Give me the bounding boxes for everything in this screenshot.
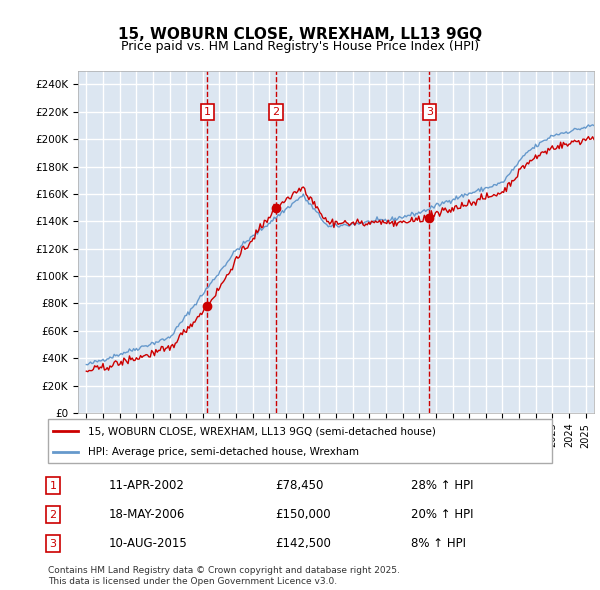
Text: HPI: Average price, semi-detached house, Wrexham: HPI: Average price, semi-detached house,… <box>88 447 359 457</box>
Text: 18-MAY-2006: 18-MAY-2006 <box>109 508 185 521</box>
Text: 1: 1 <box>50 481 56 491</box>
Text: £142,500: £142,500 <box>275 537 331 550</box>
Text: 10-AUG-2015: 10-AUG-2015 <box>109 537 187 550</box>
Text: 11-APR-2002: 11-APR-2002 <box>109 479 184 492</box>
Text: Price paid vs. HM Land Registry's House Price Index (HPI): Price paid vs. HM Land Registry's House … <box>121 40 479 53</box>
Text: 1: 1 <box>204 107 211 117</box>
Text: 15, WOBURN CLOSE, WREXHAM, LL13 9GQ: 15, WOBURN CLOSE, WREXHAM, LL13 9GQ <box>118 27 482 41</box>
Text: 15, WOBURN CLOSE, WREXHAM, LL13 9GQ (semi-detached house): 15, WOBURN CLOSE, WREXHAM, LL13 9GQ (sem… <box>88 427 436 436</box>
Text: 3: 3 <box>426 107 433 117</box>
Text: 2: 2 <box>49 510 56 520</box>
Text: 20% ↑ HPI: 20% ↑ HPI <box>411 508 473 521</box>
Text: 2: 2 <box>272 107 280 117</box>
Text: 28% ↑ HPI: 28% ↑ HPI <box>411 479 473 492</box>
FancyBboxPatch shape <box>48 419 552 463</box>
Text: £78,450: £78,450 <box>275 479 323 492</box>
Text: 8% ↑ HPI: 8% ↑ HPI <box>411 537 466 550</box>
Text: 3: 3 <box>50 539 56 549</box>
Text: £150,000: £150,000 <box>275 508 331 521</box>
Text: Contains HM Land Registry data © Crown copyright and database right 2025.
This d: Contains HM Land Registry data © Crown c… <box>48 566 400 586</box>
